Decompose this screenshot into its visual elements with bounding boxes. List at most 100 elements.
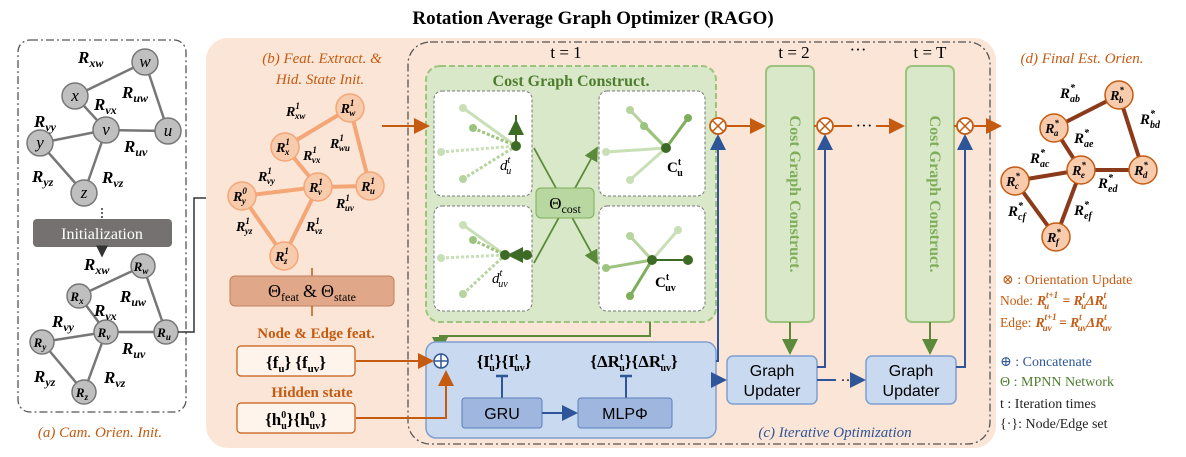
- panel-b: (b) Feat. Extract. & Hid. State Init. R1…: [227, 51, 395, 434]
- svg-text:Rxw: Rxw: [83, 255, 110, 277]
- svg-text:Rxw: Rxw: [77, 48, 104, 70]
- c-uv-label: Ct uv: [655, 272, 676, 294]
- svg-text:z: z: [80, 183, 88, 202]
- graph-updater-1-l2: Updater: [744, 383, 802, 400]
- panel-b-caption-2: Hid. State Init.: [275, 72, 364, 88]
- theta-cost-box: [535, 187, 595, 219]
- cost-graph-t2-label: Cost Graph Construct.: [786, 116, 803, 273]
- svg-text:R1u: R1 u: [360, 176, 375, 196]
- svg-text:R0y: R0 y: [232, 186, 247, 206]
- svg-text:R*f: R* f: [1046, 227, 1061, 247]
- svg-text:R1z: R1 z: [274, 246, 289, 266]
- graph-updater-2-l2: Updater: [883, 383, 941, 400]
- cost-graph-tT-label: Cost Graph Construct.: [926, 116, 943, 273]
- legend-concatenate: ⊕ : Concatenate: [1000, 355, 1092, 370]
- svg-text:Ryz: Ryz: [33, 367, 56, 389]
- legend: ⊗ : Orientation Update Node: Rt+1 u = Rt uΔ…: [1000, 273, 1132, 432]
- d-u-label: dt u: [500, 155, 511, 177]
- gru-label: GRU: [484, 406, 520, 423]
- diagram-title: Rotation Average Graph Optimizer (RAGO): [412, 8, 773, 29]
- feat-box-text: {fu} {fuv}: [266, 353, 326, 375]
- svg-text:Ruv: Ruv: [123, 137, 148, 159]
- svg-text:R*e: R* e: [1071, 160, 1086, 180]
- panel-a-top-node-labels: w x v u y z: [34, 52, 172, 202]
- svg-text:R1x: R1 x: [275, 137, 290, 157]
- svg-text:Ru: Ru: [156, 325, 171, 342]
- subgraph-4-content: Ct uv: [602, 226, 693, 300]
- svg-text:Rvz: Rvz: [103, 368, 126, 390]
- panel-c: t = 1 t = 2 ··· t = T Cost Graph Constru…: [356, 40, 1002, 445]
- svg-text:R1v: R1 v: [308, 177, 323, 197]
- legend-iteration: t : Iteration times: [1000, 397, 1096, 412]
- legend-node-formula: Node: Rt+1 u = Rt uΔRt u: [1000, 290, 1107, 311]
- graph-updater-2: [865, 355, 957, 405]
- theta-cost-label: Θcost: [549, 194, 581, 216]
- svg-text:Ruv: Ruv: [121, 339, 146, 361]
- graph-updater-2-l1: Graph: [889, 363, 933, 380]
- svg-text:Rv: Rv: [97, 325, 112, 342]
- svg-text:R*b: R* b: [1109, 85, 1124, 105]
- svg-text:Rvz: Rvz: [101, 168, 124, 190]
- subgraph-edge-input: [433, 205, 533, 312]
- svg-text:R*ac: R* ac: [1029, 148, 1050, 170]
- tT-label: t = T: [914, 43, 948, 62]
- panel-b-nodes: [227, 93, 385, 271]
- svg-text:Ry: Ry: [33, 335, 48, 352]
- subgraph-node-input: [433, 90, 533, 197]
- svg-text:R1w: R1 w: [340, 98, 357, 118]
- cost-graph-title: Cost Graph Construct.: [493, 73, 650, 90]
- svg-text:u: u: [164, 121, 173, 140]
- I-set-label: {It u}{It uv}: [477, 352, 532, 374]
- svg-text:Rz: Rz: [75, 385, 89, 402]
- panel-b-edge-labels: R1 xw R1 wu R1 vx R1 vy R1 uv R1 yz R1 vz: [235, 101, 355, 236]
- panel-d: (d) Final Est. Orien. R* b R* a R* e R* c R*…: [1000, 51, 1161, 252]
- initialization-label: Initialization: [61, 226, 143, 243]
- initialization-box: [33, 219, 172, 247]
- mid-dots: ···: [856, 116, 873, 135]
- hidden-state-box-text: {h0 u}{h0 uv}: [265, 410, 327, 432]
- mlp-box: [577, 397, 673, 429]
- panel-d-node-labels: R* b R* a R* e R* c R* d R* f: [1005, 85, 1148, 247]
- panel-a: w x v u y z Rxw Ruw Rvx Rvy Ruv Ryz Rvz …: [17, 39, 232, 441]
- theta-feat-state-label: Θfeat & Θstate: [268, 281, 356, 304]
- panel-c-frame: [407, 41, 991, 445]
- svg-text:w: w: [139, 52, 151, 71]
- svg-text:Rvx: Rvx: [93, 301, 117, 323]
- node-edge-feat-label: Node & Edge feat.: [257, 326, 375, 342]
- svg-text:R*ae: R* ae: [1073, 128, 1094, 150]
- svg-text:Rx: Rx: [69, 289, 84, 306]
- t1-label: t = 1: [550, 43, 581, 62]
- svg-text:Rvy: Rvy: [33, 112, 57, 134]
- panel-d-nodes: [1000, 80, 1158, 252]
- subgraph-3-content: Ct u: [602, 106, 692, 184]
- dR-set-label: {ΔRt u}{ΔRt uv}: [590, 352, 678, 374]
- panel-b-caption-1: (b) Feat. Extract. &: [262, 51, 382, 67]
- svg-text:R*cf: R* cf: [1007, 201, 1027, 223]
- panel-a-bottom-node-labels: Rw Rx Rv Ru Ry Rz: [33, 259, 171, 402]
- svg-text:R*ef: R* ef: [1073, 200, 1093, 222]
- svg-text:Rvy: Rvy: [51, 312, 75, 334]
- legend-orientation-update: ⊗ : Orientation Update: [1002, 273, 1132, 288]
- svg-text:Ruw: Ruw: [119, 287, 147, 309]
- panel-d-caption: (d) Final Est. Orien.: [1021, 51, 1144, 67]
- svg-text:Ruw: Ruw: [121, 83, 149, 105]
- svg-text:Rw: Rw: [133, 259, 150, 276]
- t2-label: t = 2: [778, 43, 809, 62]
- subgraph-2-content: dt uv: [437, 221, 532, 298]
- hidden-state-box: [236, 402, 356, 434]
- svg-text:R*ab: R* ab: [1059, 83, 1080, 105]
- svg-text:x: x: [70, 86, 79, 105]
- panel-a-bottom-edge-labels: Rxw Ruw Rvx Rvy Ruv Ryz Rvz: [33, 255, 147, 390]
- panel-a-bottom-nodes: [29, 253, 179, 405]
- svg-text:R*c: R* c: [1005, 171, 1020, 191]
- c-u-label: Ct u: [667, 157, 683, 179]
- panel-a-top-edge-labels: Rxw Ruw Rvx Rvy Ruv Ryz Rvz: [31, 48, 149, 190]
- panel-c-caption: (c) Iterative Optimization: [758, 425, 911, 441]
- subgraph-1-content: dt u: [437, 104, 524, 183]
